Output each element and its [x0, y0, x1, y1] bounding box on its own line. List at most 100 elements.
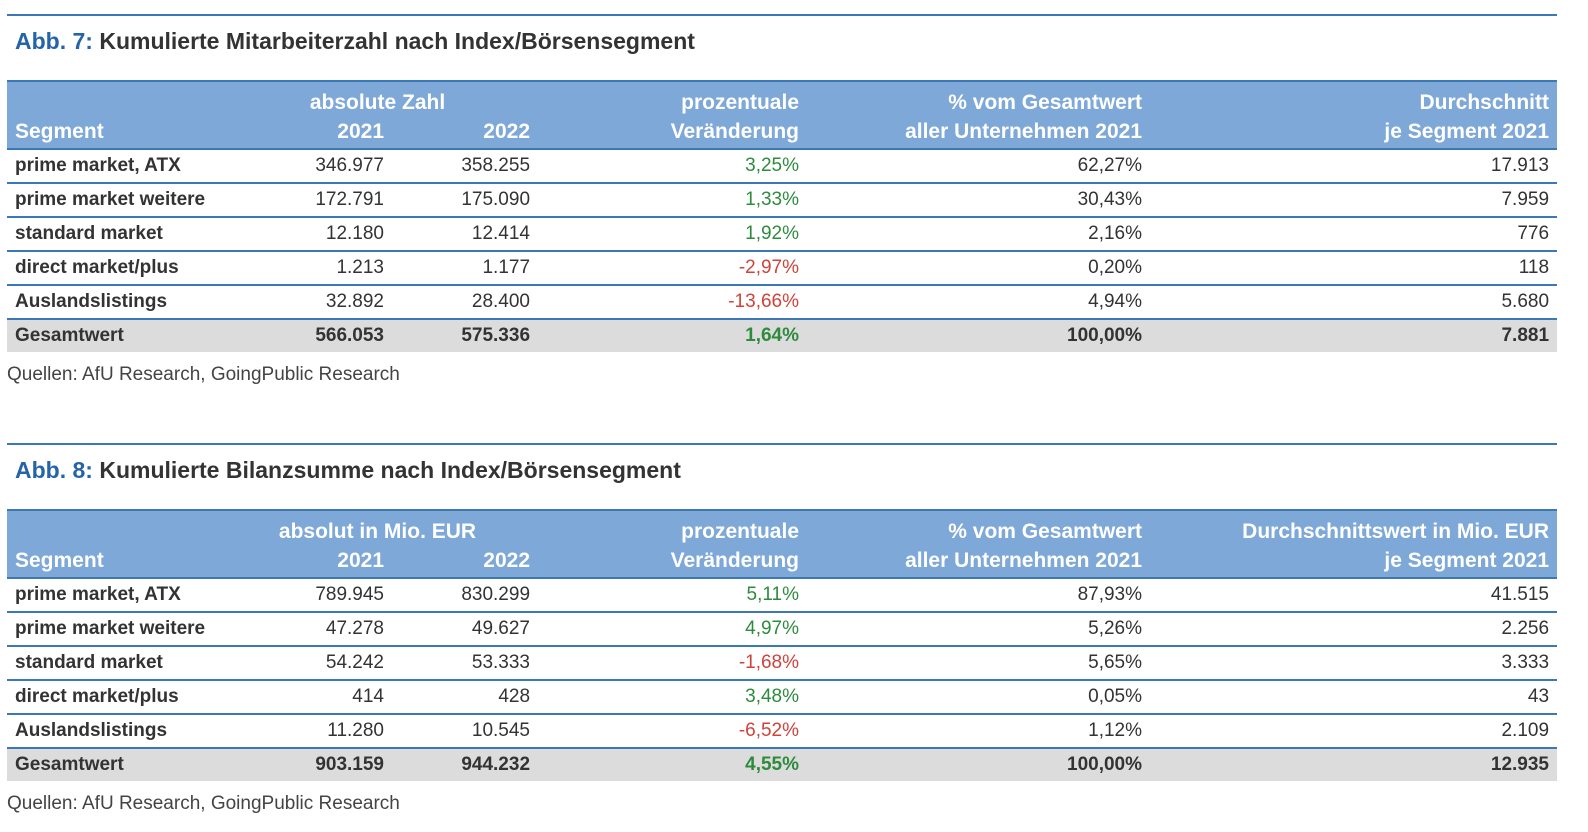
header-change-l1: prozentuale [538, 510, 808, 544]
segment-cell: standard market [7, 646, 247, 681]
average-cell: 12.935 [1150, 748, 1558, 781]
share-cell: 5,65% [807, 646, 1151, 681]
header-group: absolute Zahl [247, 81, 539, 115]
share-cell: 0,20% [807, 251, 1151, 286]
average-cell: 43 [1150, 680, 1558, 715]
change-cell: 3,48% [538, 680, 808, 715]
segment-cell: Auslandslistings [7, 714, 247, 749]
change-cell: -6,52% [538, 714, 808, 749]
value-2021-cell: 12.180 [247, 217, 392, 252]
change-cell: -13,66% [538, 285, 808, 320]
header-year-2022: 2022 [392, 115, 539, 149]
share-cell: 100,00% [807, 319, 1151, 352]
value-2022-cell: 49.627 [392, 612, 539, 647]
value-2021-cell: 789.945 [247, 578, 392, 613]
share-cell: 1,12% [807, 714, 1151, 749]
value-2022-cell: 175.090 [392, 183, 539, 218]
figure-8-source: Quellen: AfU Research, GoingPublic Resea… [7, 793, 400, 814]
header-group: absolut in Mio. EUR [247, 510, 539, 544]
average-cell: 5.680 [1150, 285, 1558, 320]
change-cell: 1,64% [538, 319, 808, 352]
header-avg-l2: je Segment 2021 [1150, 544, 1558, 578]
segment-cell: direct market/plus [7, 680, 247, 715]
value-2022-cell: 28.400 [392, 285, 539, 320]
value-2022-cell: 428 [392, 680, 539, 715]
header-avg-l1: Durchschnittswert in Mio. EUR [1150, 510, 1558, 544]
change-cell: 5,11% [538, 578, 808, 613]
value-2021-cell: 172.791 [247, 183, 392, 218]
average-cell: 41.515 [1150, 578, 1558, 613]
figure-8-table: absolut in Mio. EUR prozentuale % vom Ge… [7, 509, 1558, 781]
table-row: prime market weitere 172.791 175.090 1,3… [7, 183, 1558, 218]
header-year-2021: 2021 [247, 115, 392, 149]
header-change-l2: Veränderung [538, 115, 808, 149]
value-2021-cell: 346.977 [247, 149, 392, 184]
header-share-l2: aller Unternehmen 2021 [807, 115, 1151, 149]
figure-8-title: Abb. 8: Kumulierte Bilanzsumme nach Inde… [15, 457, 681, 484]
value-2022-cell: 12.414 [392, 217, 539, 252]
table-row: direct market/plus 414 428 3,48% 0,05% 4… [7, 680, 1558, 715]
average-cell: 118 [1150, 251, 1558, 286]
header-share-l1: % vom Gesamtwert [807, 510, 1151, 544]
figure-7-title: Abb. 7: Kumulierte Mitarbeiterzahl nach … [15, 28, 695, 55]
figure-7-table: absolute Zahl prozentuale % vom Gesamtwe… [7, 80, 1558, 352]
change-cell: -1,68% [538, 646, 808, 681]
average-cell: 7.959 [1150, 183, 1558, 218]
average-cell: 7.881 [1150, 319, 1558, 352]
value-2021-cell: 1.213 [247, 251, 392, 286]
table-row: prime market, ATX 789.945 830.299 5,11% … [7, 578, 1558, 613]
value-2021-cell: 414 [247, 680, 392, 715]
share-cell: 2,16% [807, 217, 1151, 252]
share-cell: 30,43% [807, 183, 1151, 218]
share-cell: 100,00% [807, 748, 1151, 781]
figure-7-top-rule [7, 14, 1557, 16]
table-row: Auslandslistings 11.280 10.545 -6,52% 1,… [7, 714, 1558, 749]
segment-cell: prime market weitere [7, 612, 247, 647]
value-2021-cell: 11.280 [247, 714, 392, 749]
segment-cell: standard market [7, 217, 247, 252]
total-row: Gesamtwert 903.159 944.232 4,55% 100,00%… [7, 748, 1558, 781]
value-2022-cell: 10.545 [392, 714, 539, 749]
table-row: standard market 12.180 12.414 1,92% 2,16… [7, 217, 1558, 252]
change-cell: 4,55% [538, 748, 808, 781]
value-2022-cell: 575.336 [392, 319, 539, 352]
value-2022-cell: 944.232 [392, 748, 539, 781]
segment-cell: prime market, ATX [7, 578, 247, 613]
header-avg-l2: je Segment 2021 [1150, 115, 1558, 149]
header-blank [7, 81, 247, 115]
share-cell: 0,05% [807, 680, 1151, 715]
change-cell: -2,97% [538, 251, 808, 286]
value-2021-cell: 54.242 [247, 646, 392, 681]
header-change-l2: Veränderung [538, 544, 808, 578]
share-cell: 87,93% [807, 578, 1151, 613]
share-cell: 4,94% [807, 285, 1151, 320]
average-cell: 776 [1150, 217, 1558, 252]
change-cell: 3,25% [538, 149, 808, 184]
table-row: direct market/plus 1.213 1.177 -2,97% 0,… [7, 251, 1558, 286]
share-cell: 5,26% [807, 612, 1151, 647]
value-2021-cell: 903.159 [247, 748, 392, 781]
change-cell: 4,97% [538, 612, 808, 647]
figure-8-title-text: Kumulierte Bilanzsumme nach Index/Börsen… [99, 457, 681, 483]
table-row: prime market, ATX 346.977 358.255 3,25% … [7, 149, 1558, 184]
figure-7-source: Quellen: AfU Research, GoingPublic Resea… [7, 364, 400, 385]
header-change-l1: prozentuale [538, 81, 808, 115]
figure-7-number: Abb. 7: [15, 28, 93, 54]
figure-7-title-text: Kumulierte Mitarbeiterzahl nach Index/Bö… [99, 28, 695, 54]
figure-8-top-rule [7, 443, 1557, 445]
segment-cell: Gesamtwert [7, 319, 247, 352]
header-segment: Segment [7, 544, 247, 578]
figure-8-number: Abb. 8: [15, 457, 93, 483]
segment-cell: prime market, ATX [7, 149, 247, 184]
segment-cell: Auslandslistings [7, 285, 247, 320]
value-2022-cell: 53.333 [392, 646, 539, 681]
value-2021-cell: 32.892 [247, 285, 392, 320]
segment-cell: direct market/plus [7, 251, 247, 286]
change-cell: 1,92% [538, 217, 808, 252]
header-share-l1: % vom Gesamtwert [807, 81, 1151, 115]
value-2022-cell: 830.299 [392, 578, 539, 613]
header-year-2021: 2021 [247, 544, 392, 578]
header-avg-l1: Durchschnitt [1150, 81, 1558, 115]
total-row: Gesamtwert 566.053 575.336 1,64% 100,00%… [7, 319, 1558, 352]
header-share-l2: aller Unternehmen 2021 [807, 544, 1151, 578]
